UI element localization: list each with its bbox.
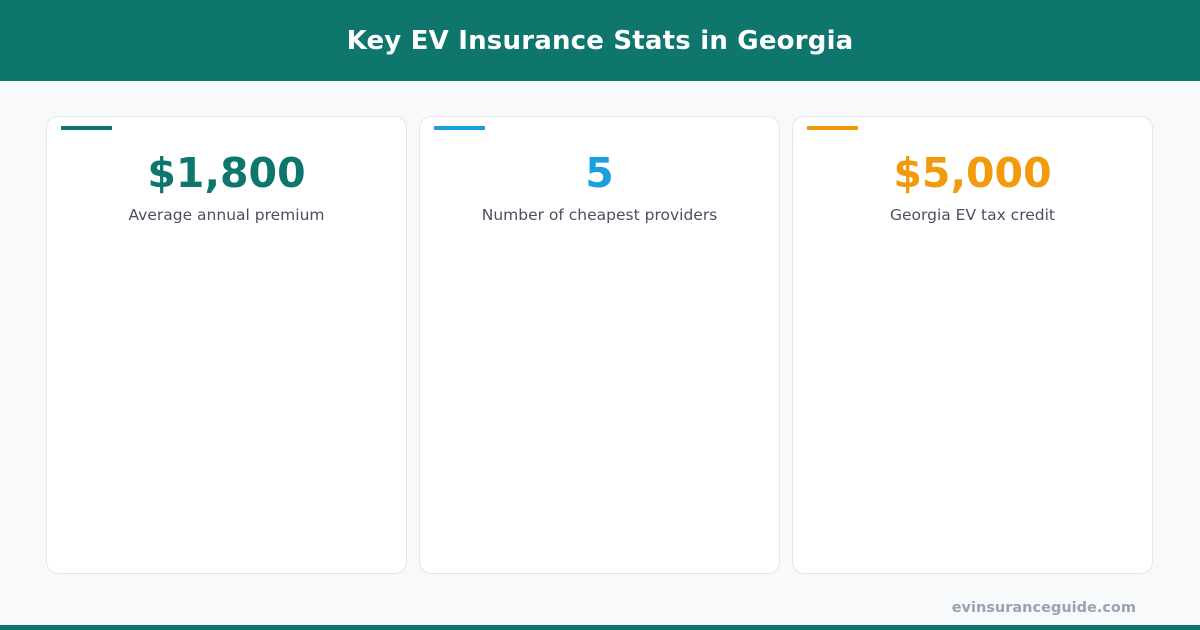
page-title: Key EV Insurance Stats in Georgia [346, 25, 854, 56]
stat-card-cheapest-providers: 5 Number of cheapest providers [419, 116, 780, 574]
stat-card-average-premium: $1,800 Average annual premium [46, 116, 407, 574]
stat-value: $5,000 [893, 149, 1052, 197]
header-banner: Key EV Insurance Stats in Georgia [0, 0, 1200, 81]
card-accent-bar [61, 126, 112, 130]
card-accent-bar [807, 126, 858, 130]
stat-label: Georgia EV tax credit [889, 206, 1055, 224]
stat-card-tax-credit: $5,000 Georgia EV tax credit [792, 116, 1153, 574]
site-url: evinsuranceguide.com [951, 600, 1136, 616]
bottom-bar [0, 625, 1200, 630]
card-accent-bar [434, 126, 485, 130]
stat-label: Average annual premium [128, 206, 325, 224]
stat-value: $1,800 [147, 149, 306, 197]
stat-label: Number of cheapest providers [481, 206, 718, 224]
stat-value: 5 [585, 149, 614, 197]
